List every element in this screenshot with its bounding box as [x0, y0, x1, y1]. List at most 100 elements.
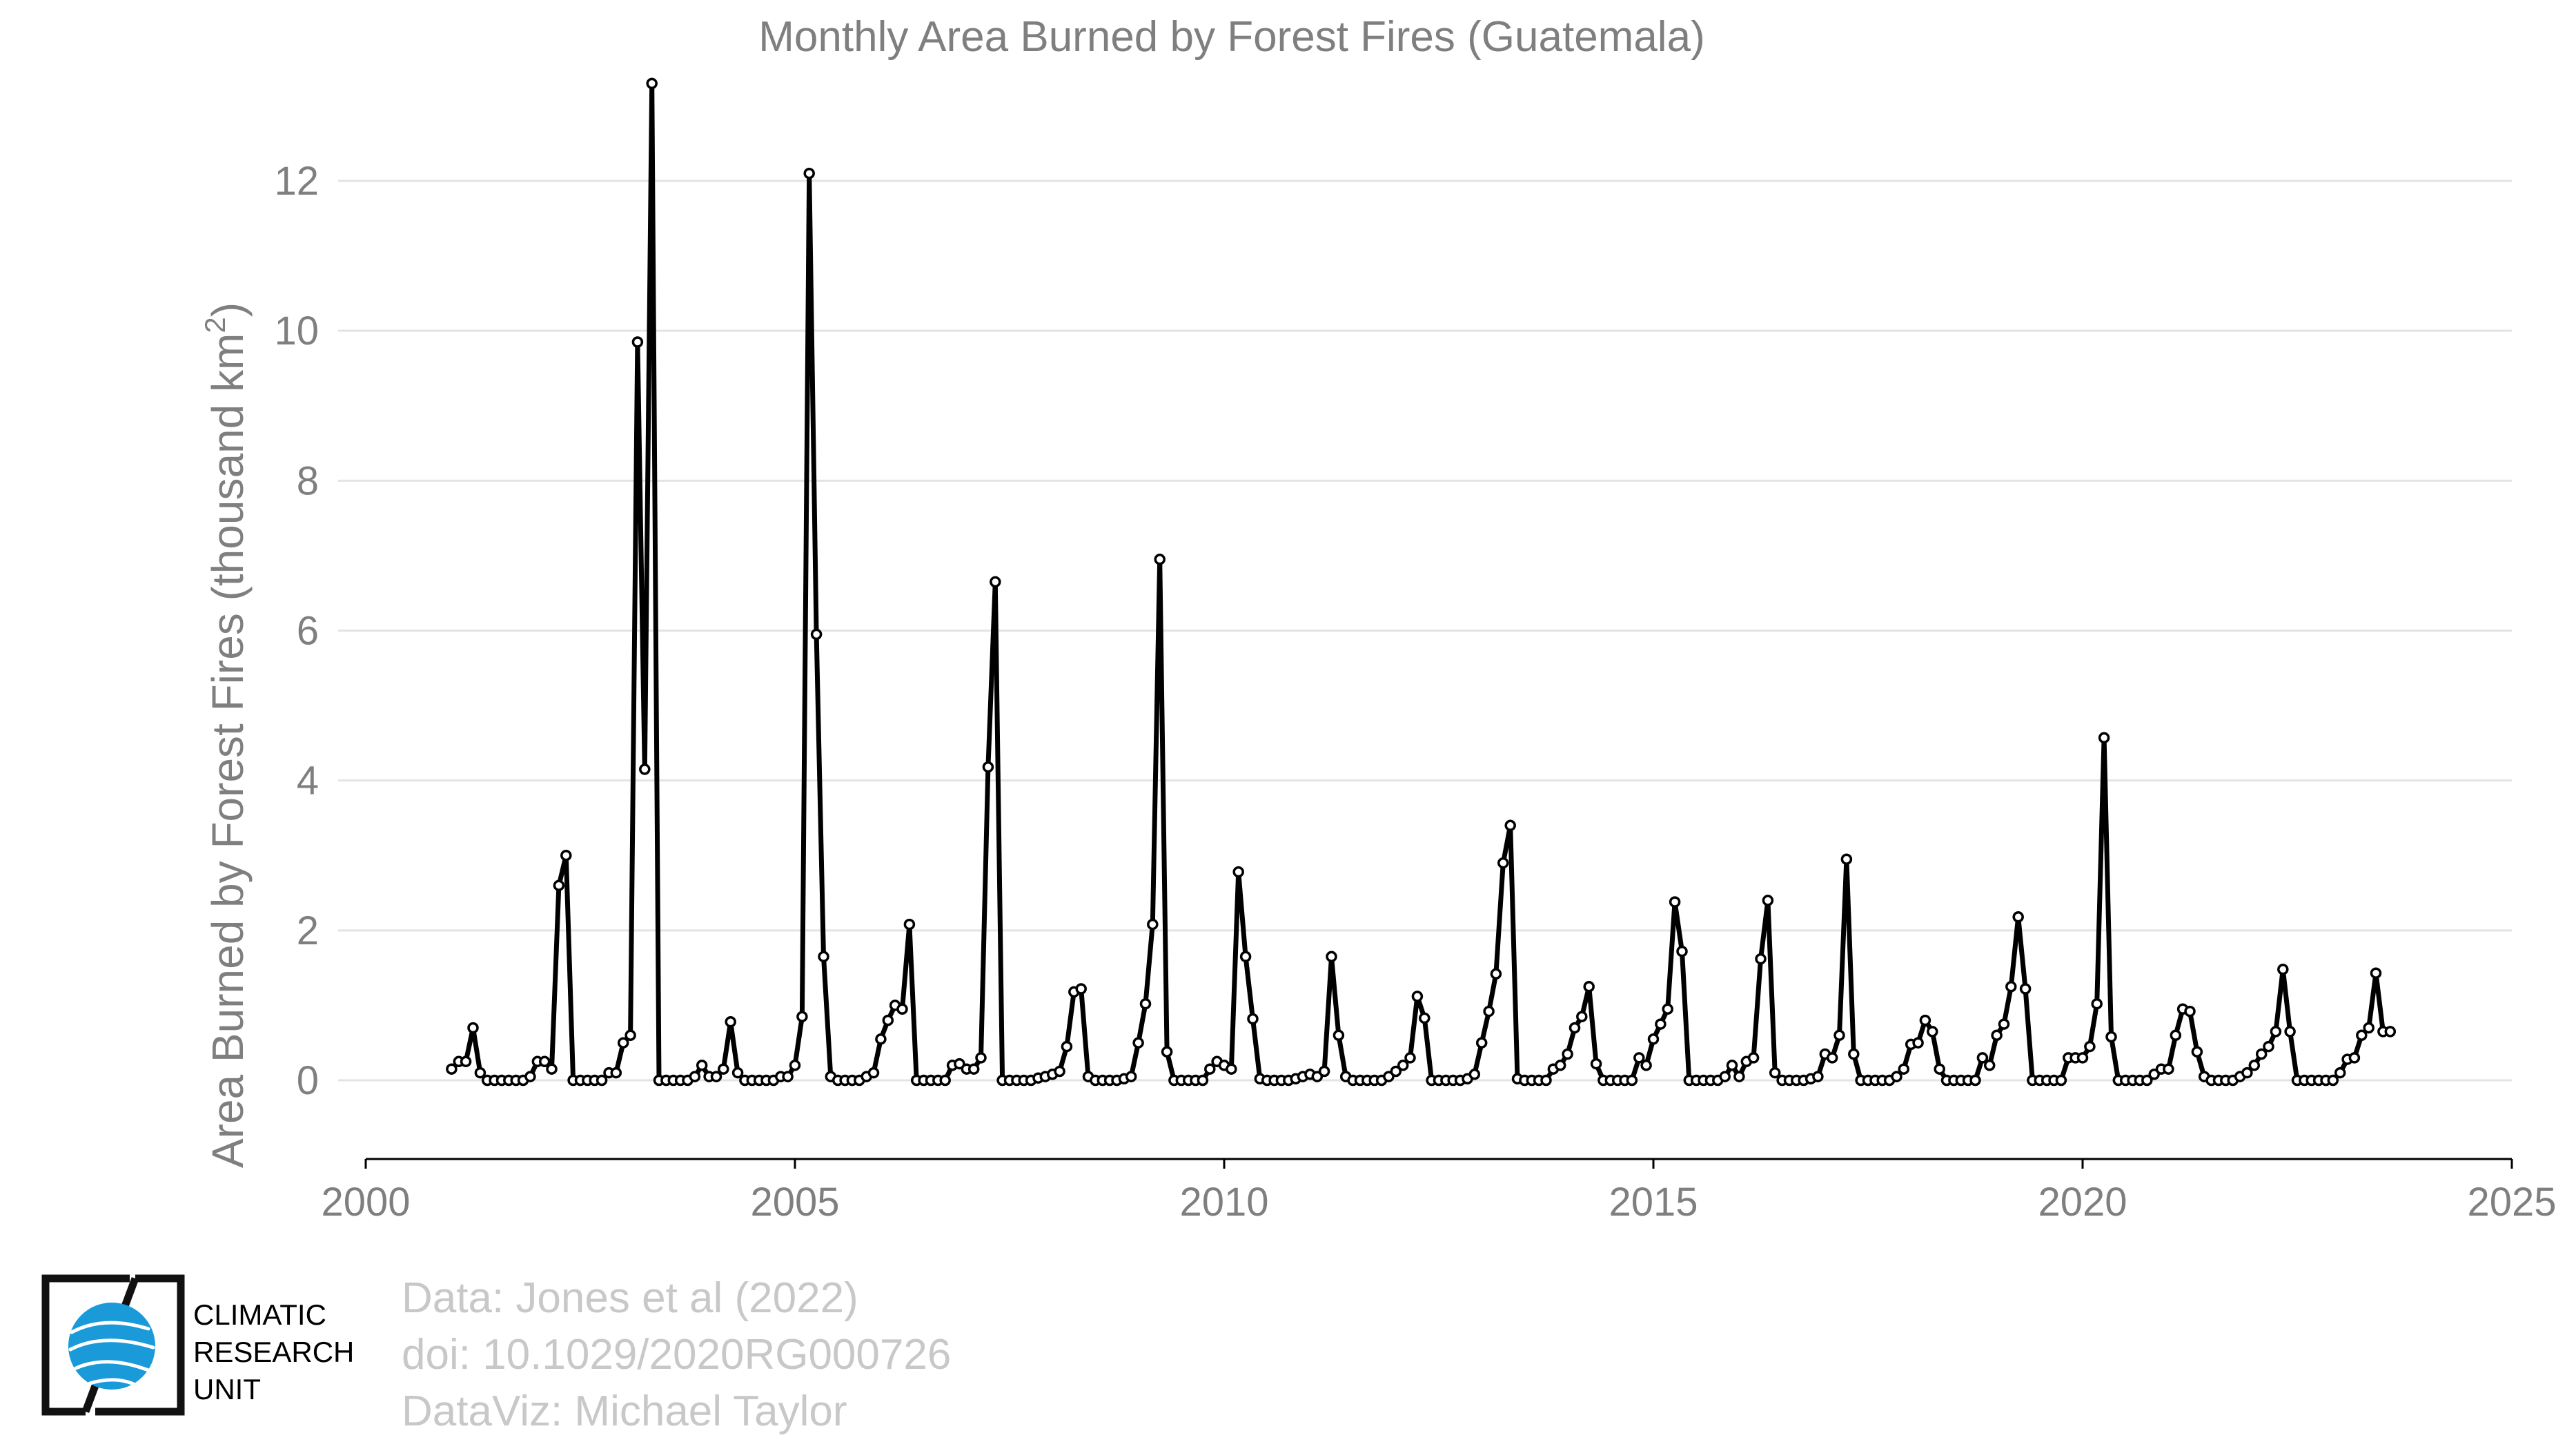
data-point	[967, 1063, 980, 1075]
logo-line-3: UNIT	[193, 1373, 261, 1405]
data-point	[2076, 1052, 2089, 1064]
y-tick-label-2: 2	[297, 908, 319, 953]
y-tick-label-6: 6	[297, 609, 319, 654]
y-tick-label-0: 0	[297, 1058, 319, 1103]
data-point	[2327, 1074, 2339, 1087]
data-point	[646, 77, 658, 90]
credit-doi: doi: 10.1029/2020RG000726	[402, 1331, 952, 1379]
data-point	[1490, 968, 1502, 980]
data-point	[1204, 1063, 1216, 1075]
data-point	[1840, 853, 1853, 865]
data-point	[689, 1071, 701, 1082]
data-point	[1311, 1071, 1324, 1082]
data-point	[2184, 1005, 2196, 1017]
data-point	[2084, 1040, 2096, 1053]
data-point	[524, 1071, 536, 1082]
data-point	[982, 761, 994, 773]
data-point	[1633, 1052, 1645, 1064]
data-point	[1826, 1052, 1838, 1064]
data-point	[625, 1029, 636, 1042]
data-point	[796, 1011, 808, 1022]
data-point	[731, 1067, 744, 1079]
data-point	[875, 1033, 887, 1045]
data-point	[1812, 1071, 1824, 1082]
logo-text: CLIMATIC RESEARCH UNIT	[193, 1296, 354, 1408]
x-ticks: 2000 2005 2010 2015 2020 2025	[321, 1159, 2557, 1225]
data-point	[2263, 1040, 2274, 1053]
data-point	[1161, 1046, 1173, 1058]
y-axis-label-superscript: 2	[199, 317, 231, 333]
data-point	[2334, 1067, 2346, 1079]
data-point	[1762, 895, 1774, 906]
data-point	[975, 1052, 987, 1064]
data-point	[2012, 911, 2024, 923]
credits: Data: Jones et al (2022) doi: 10.1029/20…	[402, 1270, 951, 1440]
data-point	[810, 628, 823, 641]
data-point	[1318, 1065, 1330, 1078]
data-point	[1226, 1063, 1237, 1075]
data-point	[1540, 1074, 1552, 1087]
data-point	[1669, 896, 1681, 908]
data-point	[2170, 1029, 2182, 1042]
data-point	[1747, 1052, 1760, 1064]
data-point	[1333, 1029, 1345, 1042]
data-point	[2384, 1026, 2397, 1038]
data-point	[1976, 1052, 1989, 1064]
data-point	[1769, 1067, 1781, 1079]
data-point	[1927, 1026, 1938, 1038]
data-point	[696, 1060, 708, 1071]
logo-line-1: CLIMATIC	[193, 1298, 326, 1331]
data-point	[1676, 945, 1688, 957]
data-point	[617, 1037, 629, 1049]
data-point	[1569, 1022, 1581, 1034]
data-point	[1383, 1071, 1395, 1082]
data-point	[1848, 1048, 1860, 1060]
data-point	[1326, 951, 1337, 963]
y-tick-label-4: 4	[297, 759, 319, 804]
data-point	[1991, 1029, 2003, 1042]
data-point	[789, 1060, 801, 1071]
data-point	[538, 1055, 551, 1068]
data-point	[1640, 1060, 1652, 1071]
y-axis-label: Area Burned by Forest Fires (thousand km…	[199, 302, 253, 1168]
data-point	[882, 1014, 894, 1026]
data-point	[1147, 918, 1159, 931]
data-point	[1626, 1074, 1638, 1087]
gridlines	[338, 179, 2512, 1082]
chart-title: Monthly Area Burned by Forest Fires (Gua…	[758, 13, 1704, 61]
y-tick-label-10: 10	[274, 309, 319, 353]
data-point	[1726, 1060, 1738, 1071]
data-point	[1655, 1018, 1666, 1030]
data-point	[1554, 1060, 1566, 1071]
data-point	[1419, 1012, 1430, 1024]
data-point	[1647, 1033, 1660, 1045]
data-point	[1919, 1014, 1931, 1026]
data-point	[1969, 1074, 1981, 1087]
data-point	[2055, 1074, 2067, 1087]
data-point	[1125, 1071, 1137, 1082]
data-point	[1562, 1048, 1573, 1060]
data-point	[2105, 1031, 2117, 1043]
data-point	[803, 167, 815, 179]
y-axis-label-text: Area Burned by Forest Fires (thousand km	[203, 333, 253, 1168]
data-point	[1054, 1065, 1065, 1078]
data-point	[2363, 1022, 2375, 1034]
data-point	[2148, 1069, 2160, 1080]
data-point	[903, 918, 916, 931]
logo-line-2: RESEARCH	[193, 1336, 355, 1368]
series-markers	[446, 77, 2397, 1087]
data-point	[1239, 951, 1252, 963]
data-point	[2248, 1060, 2261, 1071]
data-point	[474, 1067, 486, 1079]
data-point	[1891, 1071, 1902, 1082]
x-tick-label-2010: 2010	[1179, 1180, 1268, 1225]
data-point	[1662, 1003, 1673, 1015]
data-point	[2348, 1052, 2361, 1064]
data-point	[1411, 991, 1424, 1002]
data-point	[1132, 1037, 1144, 1049]
y-axis-label-close: )	[203, 302, 253, 317]
data-point	[1475, 1037, 1488, 1049]
data-point	[2277, 964, 2289, 975]
data-point	[1576, 1011, 1588, 1022]
